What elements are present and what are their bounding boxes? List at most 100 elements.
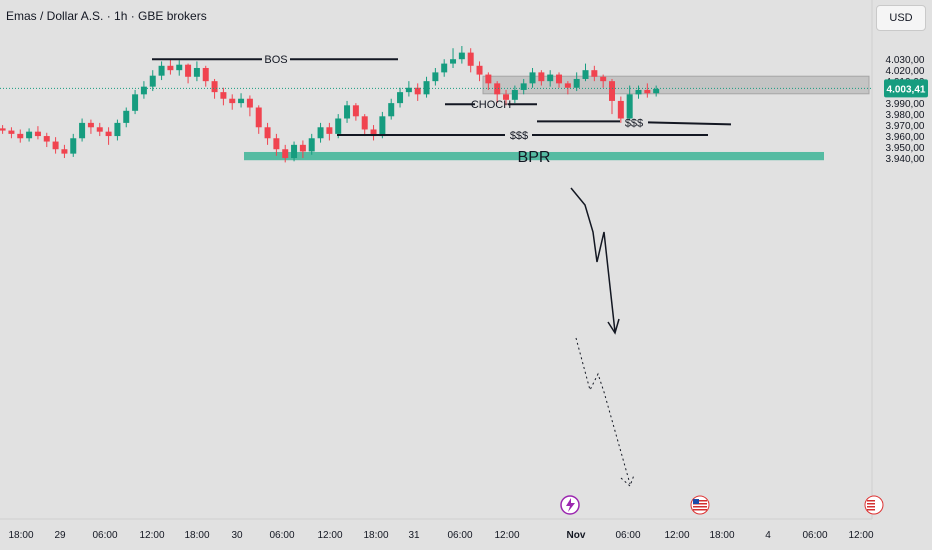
candle-up — [397, 92, 404, 104]
flag-stripe — [693, 500, 707, 502]
candle-down — [326, 127, 333, 134]
y-tick-label: 4.020,00 — [886, 66, 925, 77]
candle-up — [635, 89, 642, 95]
x-tick-label: 06:00 — [92, 530, 117, 541]
flag-stripe — [693, 509, 707, 511]
candle-up — [193, 67, 200, 77]
x-tick-label: 12:00 — [848, 530, 873, 541]
candle-down — [167, 65, 174, 71]
candle-down — [617, 100, 624, 119]
candle-up — [26, 131, 33, 139]
secondary-arrow-head — [620, 474, 635, 487]
candle-down — [467, 52, 474, 66]
candle-down — [220, 92, 227, 99]
candle-up — [441, 63, 448, 73]
candle-up — [423, 81, 430, 95]
candle-down — [264, 127, 271, 139]
x-tick-label: 18:00 — [8, 530, 33, 541]
x-tick-label: 30 — [231, 530, 243, 541]
flag-stripe — [867, 503, 875, 505]
candle-down — [476, 65, 483, 75]
candle-down — [61, 149, 68, 154]
flag-stripe — [867, 509, 875, 511]
candle-up — [529, 72, 536, 84]
chart-title: Emas / Dollar A.S. · 1h · GBE brokers — [6, 9, 207, 23]
y-tick-label: 4.030,00 — [886, 55, 925, 66]
candle-up — [70, 138, 77, 154]
y-tick-label: 3.990,00 — [886, 99, 925, 110]
candle-down — [0, 128, 6, 131]
candle-down — [370, 129, 377, 137]
candle-down — [96, 127, 103, 132]
candle-up — [432, 72, 439, 82]
x-tick-label: 06:00 — [802, 530, 827, 541]
x-tick-label: Nov — [567, 530, 586, 541]
candle-up — [573, 78, 580, 88]
x-tick-label: 06:00 — [615, 530, 640, 541]
y-tick-label: 3.970,00 — [886, 121, 925, 132]
candle-up — [79, 122, 86, 139]
flag-stripe — [867, 506, 875, 508]
candle-up — [626, 94, 633, 119]
flag-stripe — [693, 506, 707, 508]
candle-down — [255, 107, 262, 128]
candle-down — [229, 98, 236, 104]
flag-canton — [693, 499, 699, 504]
candle-down — [105, 131, 112, 137]
candle-up — [388, 103, 395, 117]
bpr-zone — [244, 151, 824, 161]
us-flag-icon — [690, 495, 710, 515]
x-tick-label: 18:00 — [363, 530, 388, 541]
currency-button[interactable]: USD — [876, 5, 926, 31]
candle-down — [211, 81, 218, 93]
candle-up — [520, 83, 527, 90]
candle-down — [538, 72, 545, 82]
y-tick-label: 3.950,00 — [886, 143, 925, 154]
x-tick-label: 31 — [408, 530, 420, 541]
us-flag-icon — [864, 495, 884, 515]
candle-up — [308, 138, 315, 152]
candle-down — [352, 105, 359, 117]
candle-down — [644, 89, 651, 94]
flag-stripe — [867, 500, 875, 502]
candle-down — [87, 122, 94, 128]
last-price-tag — [884, 79, 928, 98]
y-tick-label: 3.980,00 — [886, 110, 925, 121]
last-price-label: 4.003,41 — [887, 84, 926, 95]
candle-down — [414, 87, 421, 95]
candle-down — [282, 149, 289, 159]
x-tick-label: 12:00 — [139, 530, 164, 541]
candle-up — [405, 87, 412, 93]
bos-label: BOS — [264, 54, 287, 66]
y-tick-label: 3.940,00 — [886, 154, 925, 165]
candle-down — [273, 138, 280, 150]
candle-up — [335, 118, 342, 134]
candle-down — [600, 76, 607, 82]
x-tick-label: 06:00 — [269, 530, 294, 541]
candle-up — [582, 70, 589, 79]
flag-marker — [690, 495, 710, 515]
candle-up — [450, 59, 457, 64]
candle-up — [132, 94, 139, 111]
candle-up — [238, 98, 245, 104]
y-tick-label: 3.960,00 — [886, 132, 925, 143]
candle-up — [317, 127, 324, 139]
candle-down — [485, 74, 492, 84]
x-tick-label: 29 — [54, 530, 66, 541]
bpr-label: BPR — [518, 149, 551, 166]
candle-up — [123, 110, 130, 123]
candle-down — [202, 67, 209, 82]
candle-down — [609, 81, 616, 101]
x-tick-label: 06:00 — [447, 530, 472, 541]
candle-up — [458, 52, 465, 60]
candle-down — [43, 136, 50, 142]
candle-up — [149, 75, 156, 87]
liquidity-label-1: $$$ — [625, 117, 643, 129]
projection-path — [570, 187, 616, 333]
projection-arrow-head — [607, 318, 620, 335]
candle-down — [52, 141, 59, 150]
candle-down — [185, 64, 192, 77]
candle-up — [176, 64, 183, 71]
